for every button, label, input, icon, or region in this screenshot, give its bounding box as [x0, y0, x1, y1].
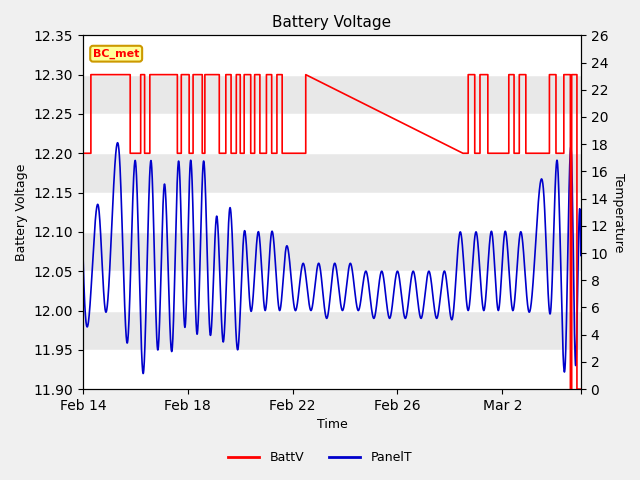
Bar — [83, 271, 581, 311]
Title: Battery Voltage: Battery Voltage — [273, 15, 392, 30]
Y-axis label: Temperature: Temperature — [612, 172, 625, 252]
Bar — [83, 192, 581, 232]
X-axis label: Time: Time — [317, 419, 348, 432]
Text: BC_met: BC_met — [93, 48, 140, 59]
Bar — [83, 36, 581, 75]
Y-axis label: Battery Voltage: Battery Voltage — [15, 164, 28, 261]
Bar — [83, 114, 581, 153]
Bar — [83, 350, 581, 389]
Legend: BattV, PanelT: BattV, PanelT — [223, 446, 417, 469]
